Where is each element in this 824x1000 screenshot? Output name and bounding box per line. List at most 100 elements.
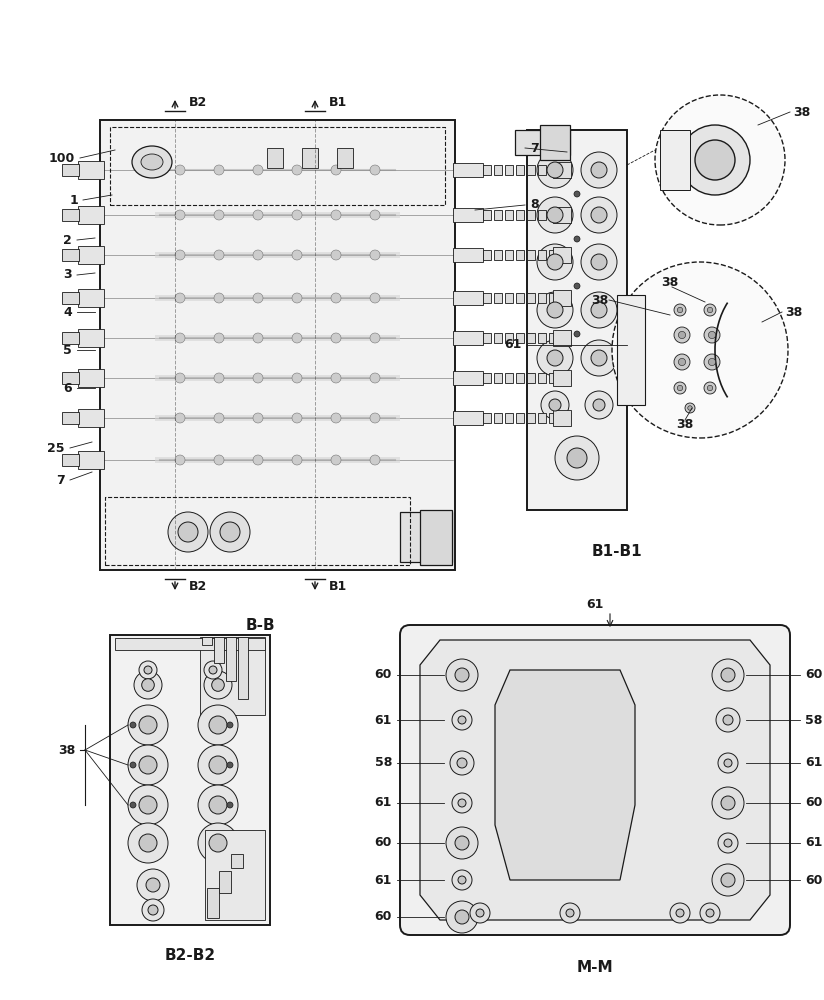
Bar	[155, 252, 400, 258]
Circle shape	[712, 864, 744, 896]
Circle shape	[253, 333, 263, 343]
Circle shape	[591, 350, 607, 366]
Circle shape	[560, 903, 580, 923]
Circle shape	[142, 679, 154, 691]
Circle shape	[253, 455, 263, 465]
Bar	[207, 888, 219, 918]
Circle shape	[581, 340, 617, 376]
Circle shape	[139, 661, 157, 679]
Circle shape	[574, 283, 580, 289]
Text: 60: 60	[375, 836, 392, 850]
Text: 38: 38	[677, 418, 694, 432]
Circle shape	[707, 307, 713, 313]
Circle shape	[537, 340, 573, 376]
Bar	[453, 411, 483, 425]
Text: M-M: M-M	[577, 960, 613, 974]
Circle shape	[214, 373, 224, 383]
Text: 61: 61	[805, 756, 822, 770]
Bar	[527, 373, 535, 383]
Circle shape	[585, 391, 613, 419]
Ellipse shape	[132, 146, 172, 178]
Circle shape	[591, 254, 607, 270]
Bar	[553, 410, 571, 426]
Bar	[62, 412, 79, 424]
Circle shape	[718, 753, 738, 773]
Circle shape	[209, 834, 227, 852]
Circle shape	[292, 165, 302, 175]
Text: B1-B1: B1-B1	[592, 544, 643, 560]
Circle shape	[670, 903, 690, 923]
Text: 60: 60	[805, 796, 822, 810]
Bar	[660, 130, 690, 190]
Circle shape	[370, 210, 380, 220]
Circle shape	[549, 399, 561, 411]
Text: 38: 38	[785, 306, 803, 318]
Bar	[494, 413, 502, 423]
Circle shape	[566, 909, 574, 917]
Bar	[110, 635, 270, 925]
Circle shape	[370, 165, 380, 175]
Bar	[483, 250, 491, 260]
Circle shape	[331, 165, 341, 175]
Circle shape	[706, 909, 714, 917]
Text: B-B: B-B	[246, 617, 275, 633]
Circle shape	[591, 162, 607, 178]
Bar	[78, 451, 104, 469]
Bar	[553, 162, 571, 178]
Circle shape	[581, 197, 617, 233]
Circle shape	[547, 207, 563, 223]
Circle shape	[178, 522, 198, 542]
Circle shape	[704, 354, 720, 370]
Circle shape	[214, 293, 224, 303]
Bar	[78, 289, 104, 307]
Bar	[527, 130, 627, 510]
Circle shape	[452, 793, 472, 813]
Circle shape	[547, 162, 563, 178]
Bar	[226, 637, 236, 681]
Circle shape	[446, 659, 478, 691]
Circle shape	[537, 292, 573, 328]
Circle shape	[204, 661, 222, 679]
Circle shape	[457, 758, 467, 768]
Circle shape	[721, 796, 735, 810]
Circle shape	[695, 140, 735, 180]
Bar	[549, 333, 557, 343]
Bar	[453, 163, 483, 177]
Circle shape	[591, 207, 607, 223]
Circle shape	[370, 333, 380, 343]
Circle shape	[209, 756, 227, 774]
Text: B2-B2: B2-B2	[165, 948, 216, 962]
Text: 61: 61	[587, 598, 604, 611]
Circle shape	[130, 802, 136, 808]
Circle shape	[581, 152, 617, 188]
Circle shape	[292, 333, 302, 343]
Circle shape	[370, 250, 380, 260]
Bar	[337, 148, 353, 168]
Circle shape	[678, 358, 686, 366]
Circle shape	[175, 333, 185, 343]
Bar	[219, 871, 231, 893]
Circle shape	[581, 244, 617, 280]
Circle shape	[591, 302, 607, 318]
Text: 4: 4	[63, 306, 72, 318]
Circle shape	[446, 827, 478, 859]
Circle shape	[446, 901, 478, 933]
Bar	[78, 246, 104, 264]
Circle shape	[214, 333, 224, 343]
Bar	[538, 333, 546, 343]
Bar	[62, 164, 79, 176]
Circle shape	[740, 127, 750, 137]
Bar	[538, 250, 546, 260]
Bar	[453, 331, 483, 345]
Circle shape	[253, 250, 263, 260]
Text: 60: 60	[805, 874, 822, 886]
Bar	[100, 120, 455, 570]
Circle shape	[331, 455, 341, 465]
Circle shape	[674, 354, 690, 370]
Bar	[78, 161, 104, 179]
Circle shape	[680, 125, 750, 195]
Bar	[538, 373, 546, 383]
Text: B1: B1	[329, 97, 347, 109]
Circle shape	[148, 905, 158, 915]
Circle shape	[370, 455, 380, 465]
